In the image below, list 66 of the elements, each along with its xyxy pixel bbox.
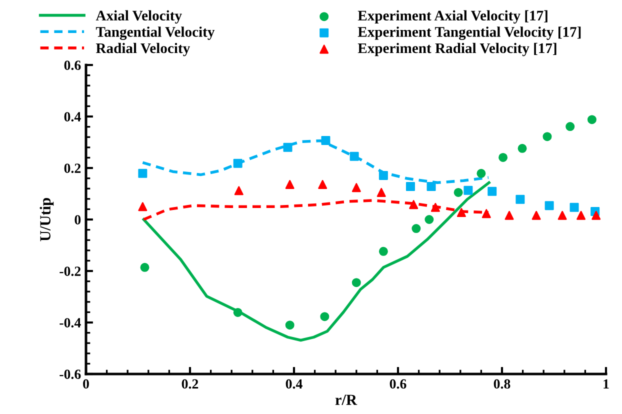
point (376, 188, 386, 197)
point (378, 170, 388, 180)
legend-label: Axial Velocity (96, 10, 182, 24)
point (352, 278, 361, 288)
legend-label: Experiment Radial Velocity [17] (358, 42, 556, 56)
point (140, 262, 150, 272)
point (587, 115, 596, 124)
x-tick-label: 0.8 (494, 379, 510, 389)
y-tick-label: 0.4 (64, 112, 81, 122)
point (518, 144, 527, 153)
y-tick-label: 0.2 (64, 164, 81, 174)
y-axis-title: U/Utip (40, 198, 54, 242)
point (412, 224, 421, 234)
legend-label: Experiment Tangential Velocity [17] (358, 26, 581, 40)
y-tick-label: 0 (74, 215, 81, 224)
y-tick-label: -0.4 (60, 318, 81, 328)
x-tick-label: 0 (83, 379, 89, 389)
point (558, 210, 567, 220)
x-tick-label: 0.2 (182, 379, 198, 389)
point (320, 312, 330, 322)
point (488, 186, 497, 196)
point (476, 168, 486, 178)
point (498, 152, 508, 162)
point (532, 210, 541, 220)
point (233, 308, 242, 317)
point (283, 142, 292, 152)
point (378, 246, 388, 256)
legend-label: Radial Velocity (96, 42, 190, 56)
point (542, 132, 552, 142)
point (409, 200, 418, 210)
line-series (142, 181, 490, 342)
x-axis-title: r/R (335, 394, 358, 405)
point (350, 152, 359, 161)
point (570, 202, 579, 212)
line-series (142, 199, 490, 221)
point (426, 182, 436, 192)
point (456, 208, 466, 218)
point (592, 210, 601, 220)
point (138, 202, 148, 212)
point (424, 215, 434, 224)
x-tick-label: 0.6 (390, 379, 406, 389)
point (406, 182, 415, 192)
point (544, 201, 554, 210)
point (285, 180, 294, 189)
point (464, 186, 473, 195)
point (482, 209, 491, 218)
point (233, 158, 242, 168)
legend-label: Experiment Axial Velocity [17] (358, 10, 548, 24)
point (234, 186, 244, 196)
y-tick-label: -0.6 (60, 370, 81, 380)
y-tick-label: -0.2 (60, 266, 81, 276)
y-tick-label: 0.6 (64, 60, 81, 70)
point (566, 122, 575, 132)
point (321, 136, 330, 145)
point (285, 320, 294, 330)
point (352, 183, 361, 192)
point (504, 210, 514, 220)
point (430, 202, 440, 212)
point (138, 168, 148, 178)
legend-label: Tangential Velocity (96, 26, 215, 40)
point (576, 210, 586, 220)
point (516, 194, 525, 204)
x-tick-label: 0.4 (286, 379, 302, 389)
point (318, 180, 328, 189)
x-tick-label: 1 (604, 379, 609, 388)
point (454, 188, 463, 197)
